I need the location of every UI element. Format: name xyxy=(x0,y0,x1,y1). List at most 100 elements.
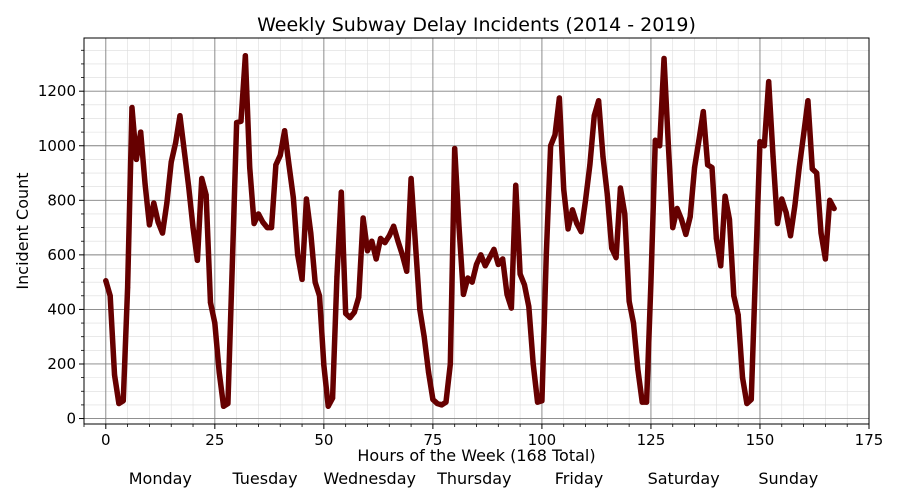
data-point xyxy=(473,261,480,268)
data-point xyxy=(478,252,484,258)
data-point xyxy=(482,263,488,269)
data-point xyxy=(578,229,584,235)
data-point xyxy=(260,219,266,225)
data-point xyxy=(316,293,323,299)
data-point xyxy=(430,396,436,403)
data-point xyxy=(596,98,602,104)
data-point xyxy=(343,310,349,317)
data-point xyxy=(443,399,449,405)
data-point xyxy=(687,214,693,220)
data-point xyxy=(713,235,719,242)
data-point xyxy=(399,252,405,258)
day-labels: Monday Tuesday Wednesday Thursday Friday Satu… xyxy=(129,469,819,488)
data-point xyxy=(753,265,759,272)
data-point xyxy=(718,263,724,269)
y-tick-label: 400 xyxy=(47,300,76,318)
data-point xyxy=(805,98,811,104)
data-point xyxy=(652,137,658,143)
data-point xyxy=(120,398,126,404)
data-point xyxy=(648,279,654,285)
data-point xyxy=(543,252,549,258)
data-point xyxy=(382,239,388,246)
data-point xyxy=(242,53,248,59)
y-axis: 0 200 400 600 800 1000 1200 xyxy=(38,49,84,428)
x-tick-label: 75 xyxy=(423,431,442,449)
x-tick-label: 150 xyxy=(746,431,775,449)
data-point xyxy=(700,109,706,115)
data-point xyxy=(495,261,501,268)
data-point xyxy=(766,79,772,85)
data-point xyxy=(133,156,139,162)
data-point xyxy=(151,200,157,206)
data-point xyxy=(408,175,414,182)
data-point xyxy=(552,132,558,138)
data-point xyxy=(282,128,288,134)
data-point xyxy=(142,181,148,187)
data-point xyxy=(626,298,632,304)
data-point xyxy=(181,148,187,154)
y-tick-label: 1200 xyxy=(38,82,76,100)
data-point xyxy=(622,211,628,217)
data-point xyxy=(186,184,192,190)
data-point xyxy=(539,398,545,404)
data-point xyxy=(377,235,384,242)
data-point xyxy=(726,216,733,223)
y-tick-label: 600 xyxy=(47,246,76,264)
data-point xyxy=(486,255,493,261)
data-point xyxy=(465,275,471,281)
data-point xyxy=(661,55,667,62)
data-point xyxy=(107,293,113,299)
data-point xyxy=(691,164,698,171)
data-point xyxy=(111,372,118,378)
data-point xyxy=(635,366,641,373)
data-point xyxy=(617,185,624,191)
data-point xyxy=(757,139,763,145)
data-point xyxy=(439,402,445,408)
data-point xyxy=(434,400,440,407)
data-point xyxy=(199,175,205,182)
data-point xyxy=(526,304,532,310)
data-point xyxy=(783,209,789,216)
data-point xyxy=(774,220,781,227)
data-point xyxy=(251,220,257,227)
data-point xyxy=(425,369,432,375)
data-point xyxy=(796,164,802,171)
data-point xyxy=(809,166,815,172)
data-point xyxy=(155,219,161,225)
data-point xyxy=(761,143,767,149)
data-point xyxy=(308,230,314,236)
data-point xyxy=(164,200,170,206)
data-point xyxy=(273,162,279,168)
day-label: Friday xyxy=(555,469,604,488)
data-point xyxy=(225,400,231,407)
data-point xyxy=(212,320,218,326)
data-point xyxy=(657,143,663,149)
data-layer xyxy=(103,52,837,410)
day-label: Thursday xyxy=(436,469,511,488)
data-point xyxy=(321,362,327,368)
data-point xyxy=(264,224,270,231)
x-axis: 0 25 50 75 100 125 150 175 xyxy=(83,424,883,449)
data-point xyxy=(238,118,244,124)
data-point xyxy=(469,279,475,285)
data-point xyxy=(548,143,554,149)
data-point xyxy=(172,140,179,146)
data-point xyxy=(203,192,209,198)
data-point xyxy=(744,400,750,407)
x-tick-label: 100 xyxy=(528,431,557,449)
data-point xyxy=(731,293,737,299)
data-point xyxy=(452,145,458,152)
x-axis-label: Hours of the Week (168 Total) xyxy=(357,446,595,465)
data-point xyxy=(556,95,562,101)
data-point xyxy=(412,241,419,247)
data-point xyxy=(709,164,715,171)
data-point xyxy=(356,294,362,300)
x-tick-label: 125 xyxy=(637,431,666,449)
y-tick-label: 800 xyxy=(47,191,76,209)
data-point xyxy=(827,197,833,203)
data-point xyxy=(334,274,340,280)
data-point xyxy=(670,224,676,231)
data-point xyxy=(674,205,680,212)
data-point xyxy=(800,132,807,138)
